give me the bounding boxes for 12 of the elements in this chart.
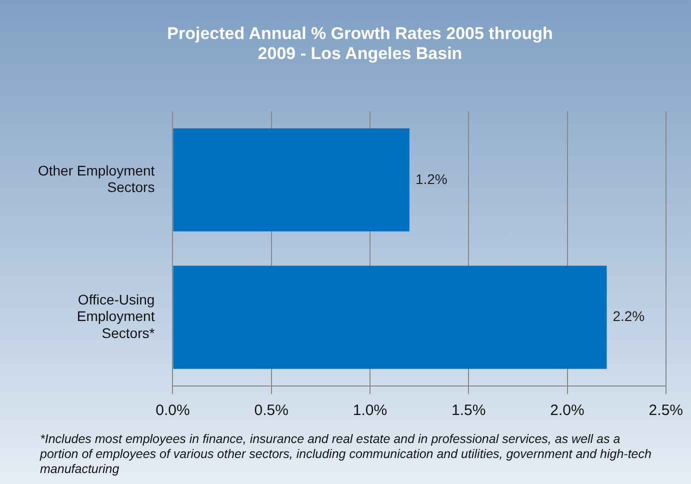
x-tick-label: 0.0%	[156, 402, 190, 420]
chart-title: Projected Annual % Growth Rates 2005 through 2009 - Los Angeles Basin	[166, 24, 554, 64]
y-tick-label: Office-Using Employment Sectors*	[76, 291, 156, 341]
x-tick-label: 2.5%	[648, 402, 684, 420]
x-tick-label: 1.0%	[352, 402, 388, 420]
y-tick-label: Other Employment Sectors	[38, 162, 155, 196]
x-tick-label: 1.5%	[452, 402, 486, 420]
text: *Includes most employees in finance, insurance and real estate and in professional services, as well as a portion of employees of various other sectors, including communication and utilities, government and high-tech manufacturing	[40, 432, 652, 477]
data-label: 1.2%	[415, 170, 448, 187]
data-label: 2.2%	[612, 308, 645, 324]
x-tick-label: 2.0%	[550, 402, 584, 420]
x-tick-label: 0.5%	[254, 402, 288, 420]
